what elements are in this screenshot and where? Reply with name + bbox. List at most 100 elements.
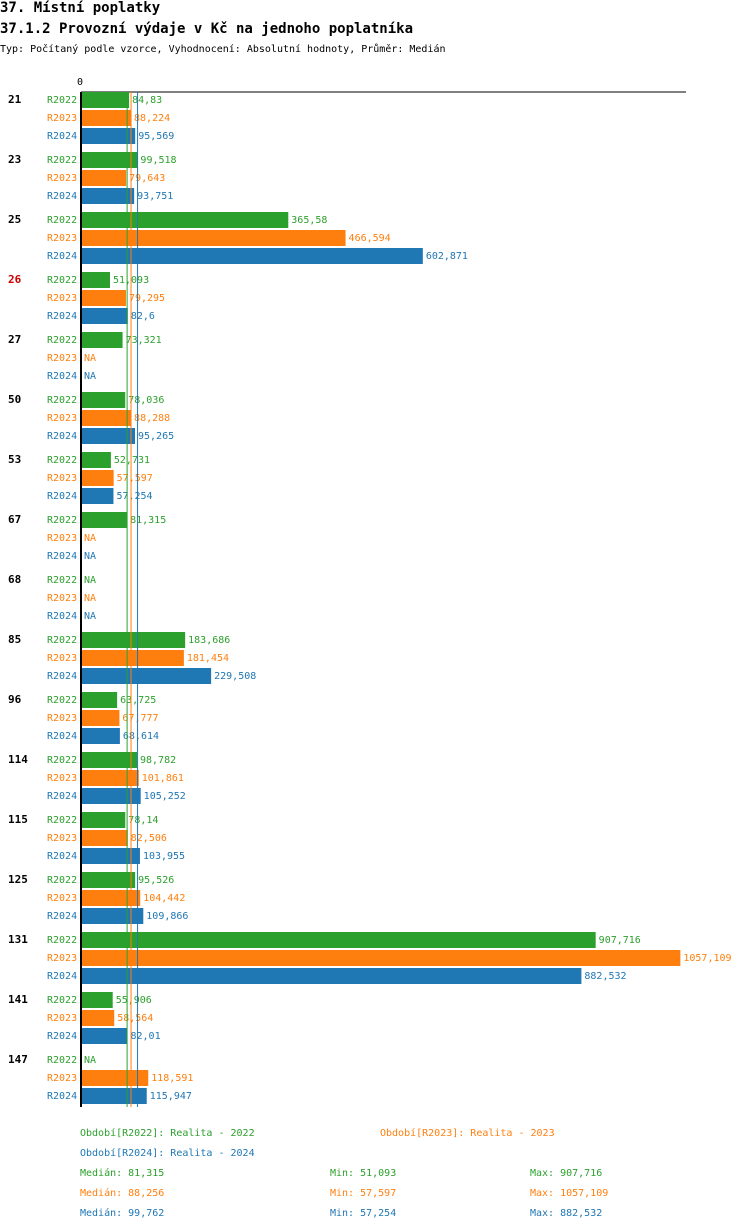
chart-description: Typ: Počítaný podle vzorce, Vyhodnocení:… <box>0 44 446 55</box>
page-title: 37. Místní poplatky <box>0 0 161 16</box>
data-label: 99,518 <box>140 155 176 166</box>
bar <box>81 968 582 984</box>
group-label: 21 <box>8 93 22 106</box>
bar <box>81 128 136 144</box>
data-label: 98,782 <box>140 755 176 766</box>
series-label: R2022 <box>47 335 77 346</box>
data-label: 63,725 <box>120 695 156 706</box>
bar <box>81 890 141 906</box>
data-label: NA <box>84 371 96 382</box>
data-label: 882,532 <box>584 971 626 982</box>
series-label: R2022 <box>47 635 77 646</box>
group-label: 27 <box>8 333 21 346</box>
data-label: 57,597 <box>117 473 153 484</box>
x-tick-label: 0 <box>77 77 83 88</box>
data-label: 183,686 <box>188 635 230 646</box>
series-label: R2023 <box>47 653 77 664</box>
bar <box>81 512 128 528</box>
data-label: 88,288 <box>134 413 170 424</box>
bar <box>81 872 136 888</box>
data-label: NA <box>84 593 96 604</box>
series-label: R2024 <box>47 1091 77 1102</box>
data-label: 78,14 <box>128 815 158 826</box>
data-label: 73,321 <box>126 335 162 346</box>
data-label: 58,564 <box>117 1013 153 1024</box>
series-label: R2024 <box>47 1031 77 1042</box>
data-label: 109,866 <box>146 911 188 922</box>
data-label: 82,01 <box>130 1031 160 1042</box>
data-label: NA <box>84 575 96 586</box>
series-label: R2023 <box>47 173 77 184</box>
legend-period-r2024: Období[R2024]: Realita - 2024 <box>80 1148 255 1159</box>
bar <box>81 152 138 168</box>
bar <box>81 410 132 426</box>
group-label: 68 <box>8 573 21 586</box>
bar <box>81 848 140 864</box>
series-label: R2023 <box>47 113 77 124</box>
bar <box>81 230 346 246</box>
group-label: 26 <box>8 273 22 286</box>
series-label: R2023 <box>47 953 77 964</box>
legend-max-r2024: Max: 882,532 <box>530 1208 603 1219</box>
legend-period-r2023: Období[R2023]: Realita - 2023 <box>380 1128 555 1139</box>
data-label: 52,731 <box>114 455 150 466</box>
data-label: 105,252 <box>144 791 186 802</box>
bar <box>81 1070 149 1086</box>
bar <box>81 428 136 444</box>
series-label: R2022 <box>47 155 77 166</box>
series-label: R2024 <box>47 671 77 682</box>
data-label: 84,83 <box>132 95 162 106</box>
data-label: NA <box>84 551 96 562</box>
data-label: NA <box>84 1055 96 1066</box>
data-label: 95,265 <box>138 431 174 442</box>
series-label: R2022 <box>47 95 77 106</box>
bar <box>81 830 128 846</box>
series-label: R2024 <box>47 851 77 862</box>
group-label: 131 <box>8 933 28 946</box>
series-label: R2023 <box>47 233 77 244</box>
legend-max-r2022: Max: 907,716 <box>530 1168 603 1179</box>
series-label: R2023 <box>47 1073 77 1084</box>
series-label: R2022 <box>47 935 77 946</box>
data-label: 181,454 <box>187 653 229 664</box>
series-label: R2023 <box>47 1013 77 1024</box>
bar <box>81 728 120 744</box>
data-label: 229,508 <box>214 671 256 682</box>
data-label: 81,315 <box>130 515 166 526</box>
series-label: R2022 <box>47 755 77 766</box>
series-label: R2023 <box>47 773 77 784</box>
series-label: R2024 <box>47 971 77 982</box>
series-label: R2024 <box>47 911 77 922</box>
series-label: R2022 <box>47 215 77 226</box>
series-label: R2022 <box>47 1055 77 1066</box>
series-label: R2023 <box>47 713 77 724</box>
bar <box>81 92 130 108</box>
bar <box>81 788 141 804</box>
series-label: R2024 <box>47 611 77 622</box>
series-label: R2023 <box>47 893 77 904</box>
data-label: 88,224 <box>134 113 170 124</box>
bar <box>81 212 289 228</box>
series-label: R2023 <box>47 293 77 304</box>
series-label: R2023 <box>47 473 77 484</box>
series-label: R2024 <box>47 371 77 382</box>
data-label: 602,871 <box>426 251 468 262</box>
series-label: R2022 <box>47 695 77 706</box>
bar <box>81 668 212 684</box>
series-label: R2022 <box>47 275 77 286</box>
bar <box>81 488 114 504</box>
legend-median-r2024: Medián: 99,762 <box>80 1208 165 1219</box>
bar <box>81 1028 128 1044</box>
bar <box>81 650 184 666</box>
group-label: 115 <box>8 813 28 826</box>
legend-min-r2024: Min: 57,254 <box>330 1208 397 1219</box>
data-label: 104,442 <box>143 893 185 904</box>
bar <box>81 932 596 948</box>
data-label: 67,777 <box>122 713 158 724</box>
bar <box>81 752 138 768</box>
series-label: R2024 <box>47 431 77 442</box>
data-label: 55,906 <box>116 995 152 1006</box>
data-label: 95,526 <box>138 875 174 886</box>
data-label: 1057,109 <box>683 953 731 964</box>
data-label: 79,295 <box>129 293 165 304</box>
